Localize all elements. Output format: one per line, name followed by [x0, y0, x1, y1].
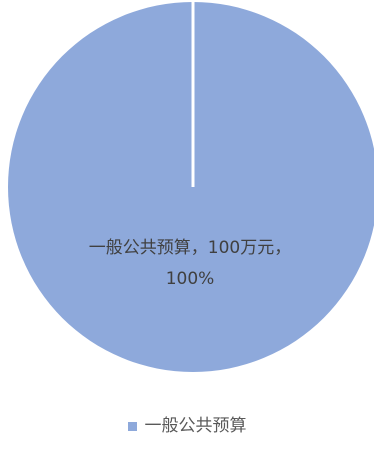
- legend-label: 一般公共预算: [144, 416, 247, 436]
- pie-slice-1: [8, 2, 374, 372]
- data-label-line-2: 100%: [166, 269, 215, 289]
- data-label-line-1: 一般公共预算，100万元，: [89, 238, 291, 258]
- pie-slices: [8, 0, 374, 372]
- legend: 一般公共预算: [0, 416, 374, 436]
- legend-swatch: [127, 421, 137, 431]
